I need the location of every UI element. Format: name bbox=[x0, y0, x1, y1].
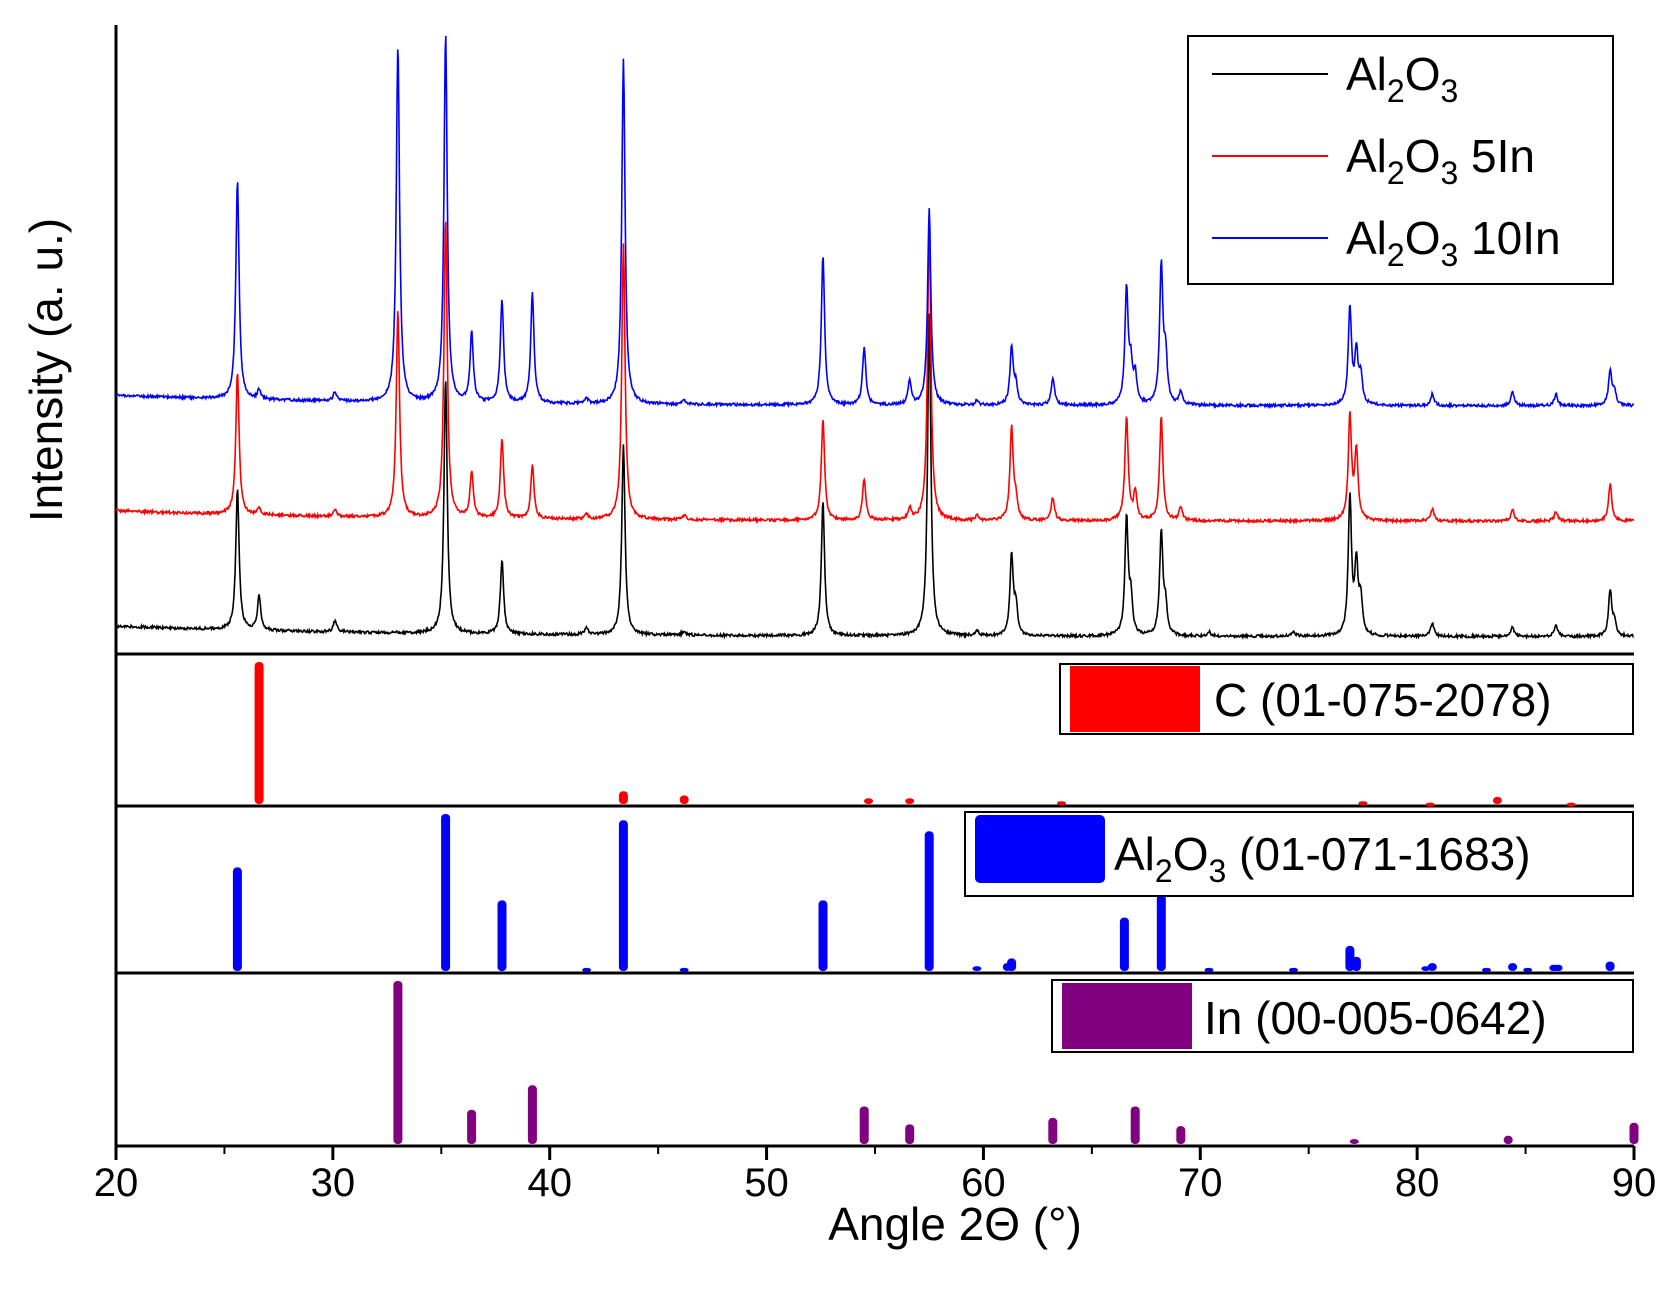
ref-stick-1-2 bbox=[497, 900, 507, 972]
ref-stick-2-10 bbox=[1629, 1122, 1639, 1144]
ref-stick-0-1 bbox=[618, 791, 628, 804]
x-tick-label-20: 20 bbox=[94, 1161, 139, 1205]
ref-stick-2-5 bbox=[1048, 1117, 1058, 1144]
ref-stick-1-13 bbox=[1204, 967, 1214, 972]
xrd-series-layer bbox=[115, 35, 1635, 641]
x-tick-label-40: 40 bbox=[527, 1161, 572, 1205]
ref-legend-al2o3-label: Al2O3 (01-071-1683) bbox=[1114, 828, 1531, 889]
series-line-2 bbox=[115, 35, 1635, 410]
ref-stick-1-0 bbox=[232, 867, 242, 971]
ref-stick-1-12 bbox=[1156, 894, 1166, 971]
ref-stick-2-0 bbox=[393, 981, 403, 1144]
ref-stick-0-9 bbox=[1566, 802, 1576, 807]
reference-panels-layer bbox=[232, 662, 1639, 1144]
ref-stick-1-20 bbox=[1508, 963, 1518, 971]
ref-stick-0-5 bbox=[1057, 801, 1066, 806]
ref-legend-indium: In (00-005-0642) bbox=[1051, 979, 1634, 1053]
ref-stick-1-3 bbox=[582, 967, 592, 972]
ref-stick-0-3 bbox=[864, 798, 873, 804]
x-axis-label: Angle 2Θ (°) bbox=[828, 1198, 1082, 1250]
ref-stick-1-24 bbox=[1605, 961, 1615, 971]
ref-legend-indium-label: In (00-005-0642) bbox=[1204, 992, 1547, 1044]
ref-stick-1-14 bbox=[1289, 967, 1298, 972]
series-line-1 bbox=[115, 221, 1635, 526]
ref-stick-2-3 bbox=[859, 1106, 869, 1144]
ref-stick-2-4 bbox=[905, 1124, 915, 1144]
ref-stick-0-4 bbox=[905, 798, 915, 804]
ref-stick-1-7 bbox=[924, 831, 934, 971]
ref-stick-2-6 bbox=[1130, 1106, 1140, 1144]
ref-legend-al2o3: Al2O3 (01-071-1683) bbox=[964, 811, 1634, 897]
ref-stick-1-5 bbox=[679, 967, 689, 972]
x-tick-label-90: 90 bbox=[1612, 1161, 1657, 1205]
ref-stick-1-8 bbox=[972, 966, 982, 971]
x-ticks-layer: 20 30 40 50 60 70 80 90 bbox=[94, 1146, 1657, 1205]
x-tick-label-70: 70 bbox=[1178, 1161, 1223, 1205]
legend-label-al2o3-5in: Al2O3 5In bbox=[1346, 130, 1535, 191]
ref-legend-carbon: C (01-075-2078) bbox=[1059, 663, 1634, 735]
legend-box bbox=[1187, 35, 1614, 285]
x-tick-label-80: 80 bbox=[1395, 1161, 1440, 1205]
ref-legend-al2o3-swatch bbox=[975, 815, 1105, 883]
legend-label-al2o3: Al2O3 bbox=[1346, 48, 1458, 109]
x-tick-label-60: 60 bbox=[961, 1161, 1006, 1205]
ref-stick-0-6 bbox=[1358, 801, 1368, 806]
ref-stick-1-21 bbox=[1523, 967, 1533, 972]
ref-stick-2-8 bbox=[1349, 1139, 1359, 1144]
x-tick-label-30: 30 bbox=[311, 1161, 356, 1205]
ref-stick-0-2 bbox=[679, 795, 689, 804]
ref-legend-carbon-label: C (01-075-2078) bbox=[1214, 674, 1552, 726]
ref-stick-2-1 bbox=[467, 1109, 477, 1144]
legend-label-al2o3-10in: Al2O3 10In bbox=[1346, 212, 1561, 273]
ref-stick-1-23 bbox=[1553, 964, 1563, 971]
ref-stick-2-2 bbox=[527, 1085, 537, 1144]
ref-stick-1-11 bbox=[1119, 917, 1129, 971]
ref-stick-1-18 bbox=[1427, 963, 1437, 971]
ref-stick-1-10 bbox=[1007, 958, 1017, 971]
ref-stick-1-6 bbox=[818, 900, 828, 972]
ref-stick-1-1 bbox=[441, 814, 451, 971]
ref-stick-0-7 bbox=[1425, 802, 1435, 807]
series-line-0 bbox=[115, 313, 1634, 641]
ref-stick-1-19 bbox=[1482, 967, 1491, 972]
ref-stick-0-8 bbox=[1492, 796, 1502, 804]
legend: Al2O3 Al2O3 5In Al2O3 10In bbox=[1187, 35, 1614, 285]
ref-legend-carbon-swatch bbox=[1070, 666, 1200, 732]
y-axis-label: Intensity (a. u.) bbox=[20, 218, 72, 522]
ref-stick-0-0 bbox=[254, 662, 264, 804]
ref-stick-2-9 bbox=[1503, 1135, 1513, 1144]
ref-legend-indium-swatch bbox=[1062, 983, 1192, 1049]
ref-stick-1-16 bbox=[1351, 956, 1361, 971]
ref-stick-2-7 bbox=[1176, 1126, 1186, 1144]
ref-stick-1-4 bbox=[618, 820, 628, 971]
x-tick-label-50: 50 bbox=[744, 1161, 789, 1205]
